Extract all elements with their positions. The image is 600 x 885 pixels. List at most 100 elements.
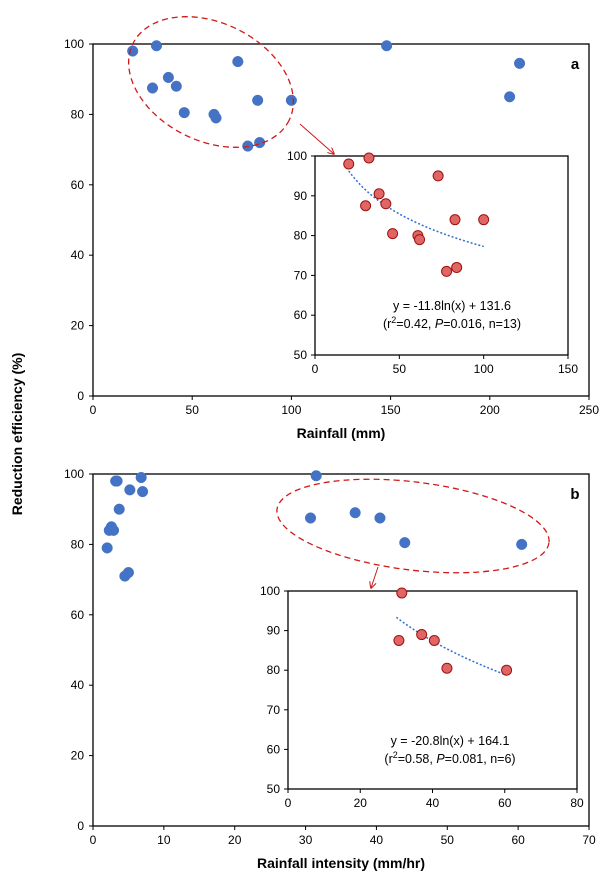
inset-y-tick-label: 60 xyxy=(294,308,308,322)
y-tick-label: 60 xyxy=(71,608,85,622)
y-tick-label: 20 xyxy=(71,319,85,333)
inset-y-tick-label: 80 xyxy=(294,229,308,243)
data-point xyxy=(127,45,139,57)
stats-r2: =0.58, xyxy=(398,752,437,766)
inset-x-tick-label: 50 xyxy=(393,362,407,376)
y-axis-title: Reduction efficiency (%) xyxy=(9,353,25,516)
inset-x-tick-label: 80 xyxy=(570,796,584,810)
data-point xyxy=(111,475,123,487)
inset-x-tick-label: 0 xyxy=(312,362,319,376)
inset-data-point xyxy=(343,158,355,170)
fit-equation: y = -11.8ln(x) + 131.6 xyxy=(393,299,511,313)
x-tick-label: 50 xyxy=(186,403,200,417)
inset-y-tick-label: 80 xyxy=(267,663,281,677)
stats-superscript: 2 xyxy=(391,315,396,325)
fit-statistics: (r2=0.58, P=0.081, n=6) xyxy=(384,750,515,766)
data-point xyxy=(137,486,149,498)
inset-y-tick-label: 50 xyxy=(294,348,308,362)
y-tick-label: 0 xyxy=(77,819,84,833)
data-point xyxy=(381,40,393,52)
trend-line xyxy=(348,170,484,248)
inset-data-point xyxy=(478,214,490,226)
inset-data-point xyxy=(387,228,399,240)
data-point xyxy=(374,512,386,524)
inset-data-point xyxy=(373,188,385,200)
data-point xyxy=(210,112,222,124)
y-tick-label: 80 xyxy=(71,107,85,121)
x-tick-label: 60 xyxy=(511,833,525,847)
inset-data-point xyxy=(360,200,372,212)
x-tick-label: 40 xyxy=(370,833,384,847)
inset-y-tick-label: 70 xyxy=(267,703,281,717)
data-point xyxy=(178,107,190,119)
inset-x-tick-label: 0 xyxy=(285,796,292,810)
data-point xyxy=(107,524,120,536)
data-point xyxy=(399,537,411,549)
inset-x-tick-label: 40 xyxy=(426,796,440,810)
data-point xyxy=(170,80,182,92)
inset-frame xyxy=(314,155,569,356)
data-point xyxy=(232,56,244,68)
inset-x-tick-label: 150 xyxy=(558,362,578,376)
fit-equation: y = -20.8ln(x) + 164.1 xyxy=(391,734,510,748)
x-tick-label: 10 xyxy=(157,833,171,847)
inset-y-tick-label: 100 xyxy=(260,584,280,598)
callout-arrow xyxy=(299,123,334,154)
x-tick-label: 30 xyxy=(299,833,313,847)
inset-data-point xyxy=(380,198,392,210)
inset-y-tick-label: 50 xyxy=(267,782,281,796)
data-point xyxy=(310,470,322,482)
y-tick-label: 80 xyxy=(71,537,85,551)
inset-y-tick-label: 70 xyxy=(294,268,308,282)
data-point xyxy=(122,567,134,579)
x-axis-title: Rainfall (mm) xyxy=(297,425,386,441)
inset-y-tick-label: 90 xyxy=(267,624,281,638)
stats-p-label: P xyxy=(435,317,444,331)
inset-data-point xyxy=(393,635,405,646)
stats-superscript: 2 xyxy=(393,750,398,760)
inset-y-tick-label: 90 xyxy=(294,189,308,203)
y-tick-label: 60 xyxy=(71,178,85,192)
data-point xyxy=(349,507,361,519)
highlight-ellipse xyxy=(127,16,295,148)
y-tick-label: 100 xyxy=(64,467,84,481)
stats-rest: =0.016, n=13) xyxy=(443,317,521,331)
inset-data-point xyxy=(441,662,453,674)
stats-prefix: (r xyxy=(384,752,392,766)
x-tick-label: 0 xyxy=(90,833,97,847)
data-point xyxy=(162,71,174,83)
y-tick-label: 40 xyxy=(71,248,85,262)
data-point xyxy=(146,82,159,94)
inset-x-tick-label: 20 xyxy=(354,796,368,810)
data-point xyxy=(504,91,516,103)
x-tick-label: 0 xyxy=(90,403,97,417)
x-tick-label: 70 xyxy=(582,833,596,847)
inset-data-point xyxy=(432,170,444,182)
inset-data-point xyxy=(501,664,513,676)
stats-prefix: (r xyxy=(383,317,391,331)
highlight-ellipse xyxy=(276,478,550,574)
inset-data-point xyxy=(414,234,426,246)
callout-arrow xyxy=(371,566,379,588)
inset-data-point xyxy=(363,152,375,164)
inset-y-tick-label: 60 xyxy=(267,742,281,756)
inset-frame xyxy=(287,590,578,790)
stats-p-label: P xyxy=(436,752,445,766)
y-tick-label: 20 xyxy=(71,749,85,763)
x-tick-label: 20 xyxy=(228,833,242,847)
data-point xyxy=(101,542,113,554)
y-tick-label: 0 xyxy=(77,389,84,403)
x-tick-label: 150 xyxy=(381,403,401,417)
data-point xyxy=(113,503,125,515)
y-tick-label: 100 xyxy=(64,37,84,51)
fit-statistics: (r2=0.42, P=0.016, n=13) xyxy=(383,315,521,331)
data-point xyxy=(285,94,297,106)
data-point xyxy=(514,57,526,69)
inset-data-point xyxy=(441,265,453,277)
inset-data-point xyxy=(451,261,463,273)
data-point xyxy=(304,512,317,524)
inset-x-tick-label: 60 xyxy=(498,796,512,810)
data-point xyxy=(252,94,264,106)
